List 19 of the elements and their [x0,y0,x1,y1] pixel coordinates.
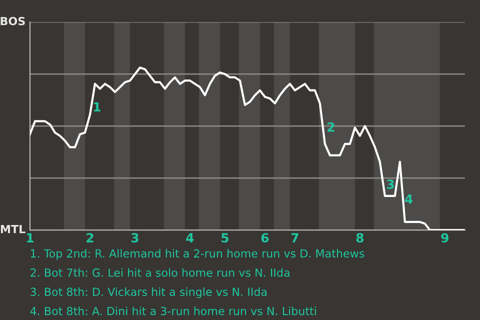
text: 4. Bot 8th: A. Dini hit a 3-run home run vs N. Libutti [30,306,316,316]
x-tick-label: 3 [131,233,138,243]
x-tick-label: 9 [441,233,448,243]
text: 2. Bot 7th: G. Lei hit a solo home run vs N. IIda [30,268,290,277]
text: 1. Top 2nd: R. Allemand hit a 2-run home run vs D. Mathews [30,249,364,260]
text: MTL [0,225,26,234]
text: 3. Bot 8th: D. Vickars hit a single vs N. IIda [30,287,267,298]
x-tick-label: 7 [291,233,298,242]
annotation: 2 [328,122,334,132]
x-tick-label: 1 [27,233,34,242]
annotation: 3 [387,180,394,189]
x-tick-label: 6 [261,233,269,243]
text: BOS [0,16,25,26]
x-tick-label: 5 [222,233,228,243]
x-tick-label: 4 [186,233,194,242]
x-tick-label: 8 [356,233,364,243]
annotation: 4 [404,194,413,204]
x-tick-label: 2 [86,233,94,242]
annotation: 1 [94,102,100,112]
